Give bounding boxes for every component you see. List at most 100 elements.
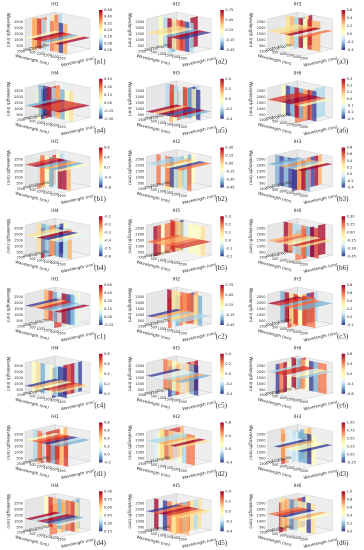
x-tick-label: 1000 — [37, 190, 45, 194]
colorbar-tick-label: 0.0 — [225, 447, 231, 451]
z-tick-label: 500 — [16, 319, 23, 323]
z-tick-label: 2500 — [14, 295, 23, 299]
z-tick-label: 1500 — [14, 32, 23, 36]
x-tick-label: 1000 — [279, 327, 287, 331]
z-tick-label: 2000 — [14, 95, 23, 99]
colorbar-tick-label: 0.4 — [225, 77, 231, 81]
heatmap-slice — [42, 515, 79, 524]
z-tick-label: 1500 — [257, 445, 266, 449]
y-tick-label: 1000 — [35, 251, 43, 255]
y-tick-label: 2500 — [138, 118, 146, 122]
heatmap-slice — [169, 508, 206, 518]
y-tick-label: 2500 — [259, 49, 267, 53]
colorbar-tick-label: 0.8 — [347, 497, 353, 501]
y-tick-label: 1500 — [150, 184, 158, 188]
y-tick-label: 2500 — [138, 256, 146, 260]
z-tick-label: 500 — [138, 182, 145, 186]
y-tick-label: 2500 — [259, 256, 267, 260]
heatmap-slice — [48, 35, 85, 44]
colorbar-tick-label: 0.8 — [104, 352, 110, 356]
heatmap-slice — [189, 22, 194, 54]
colorbar-tick-label: -0.8 — [347, 392, 355, 396]
heatmap-slice — [169, 438, 206, 447]
heatmap-slice — [154, 498, 159, 530]
colorbar-tick-label: 0.00 — [104, 101, 113, 105]
x-tick-label: 1500 — [286, 54, 294, 58]
colorbar — [220, 422, 224, 463]
panel: 5005005001000100010001500150015002000200… — [249, 414, 356, 480]
z-axis-label: Wavelength (nm) — [249, 219, 254, 254]
panel-title: IH1 — [51, 277, 59, 283]
colorbar-tick-label: -0.2 — [347, 40, 354, 44]
y-tick-label: 2500 — [17, 324, 25, 328]
heatmap-slice — [152, 435, 188, 444]
z-axis-label: Wavelength (nm) — [127, 356, 132, 391]
z-tick-label: 500 — [259, 319, 266, 323]
x-tick-label: 2000 — [293, 261, 301, 265]
panel: 5005005001000100010001500150015002000200… — [127, 70, 233, 136]
z-axis-label: Wavelength (nm) — [249, 288, 254, 323]
colorbar-tick-label: 0.2 — [347, 166, 353, 170]
colorbar-tick-label: 0.4 — [347, 299, 353, 303]
heatmap-slice — [152, 157, 188, 166]
panel-title: IH5 — [173, 70, 181, 76]
x-tick-label: 2500 — [300, 263, 308, 267]
colorbar-tick-label: 0.0 — [347, 32, 353, 36]
heatmap-slice — [146, 104, 183, 113]
y-tick-label: 1000 — [156, 458, 164, 462]
y-tick-label: 2000 — [265, 185, 273, 189]
heatmap-slice — [156, 154, 161, 186]
x-tick-label: 500 — [272, 257, 278, 261]
z-tick-label: 2000 — [257, 507, 266, 511]
colorbar-tick-label: -0.15 — [225, 313, 234, 317]
x-tick-label: 2500 — [179, 331, 187, 335]
z-tick-label: 1000 — [257, 519, 266, 523]
y-tick-label: 1000 — [277, 45, 285, 49]
colorbar-tick-label: 0.75 — [225, 283, 233, 287]
colorbar-tick-label: -0.30 — [225, 178, 235, 182]
z-tick-label: 2500 — [257, 20, 266, 24]
panel-title: IH4 — [51, 70, 59, 76]
colorbar-tick-label: 0.2 — [347, 521, 353, 525]
heatmap-slice — [193, 364, 199, 396]
heatmap-slice — [25, 511, 61, 520]
heatmap-slice — [169, 373, 206, 382]
z-tick-label: 500 — [138, 525, 145, 529]
heatmap-slice — [296, 239, 333, 248]
heatmap-slice — [48, 516, 85, 525]
z-axis-label: Wavelength (nm) — [249, 13, 254, 48]
panel-title: IH5 — [173, 483, 181, 489]
x-tick-label: 1000 — [37, 327, 45, 331]
z-tick-label: 2000 — [14, 439, 23, 443]
colorbar-tick-label: 0.4 — [104, 437, 110, 441]
heatmap-slice — [313, 361, 318, 393]
colorbar-tick-label: 0.0 — [225, 238, 231, 242]
z-tick-label: 2500 — [14, 20, 23, 24]
y-tick-label: 500 — [164, 525, 170, 529]
colorbar-tick-label: 0.6 — [347, 291, 353, 295]
y-tick-label: 2500 — [138, 393, 146, 397]
heatmap-slice — [279, 94, 316, 104]
colorbar-tick-label: -0.3 — [104, 230, 111, 234]
x-tick-label: 2000 — [51, 124, 59, 128]
colorbar-tick-label: 0.15 — [225, 154, 233, 158]
panel-title: IH4 — [51, 345, 59, 351]
colorbar-tick-label: 0.0 — [104, 392, 110, 396]
heatmap-slice — [48, 437, 85, 446]
y-tick-label: 1500 — [150, 47, 158, 51]
z-axis-label: Wavelength (nm) — [249, 425, 254, 460]
x-tick-label: 1500 — [286, 122, 294, 126]
x-tick-label: 1000 — [158, 465, 166, 469]
heatmap-slice — [146, 308, 183, 318]
x-tick-label: 1500 — [286, 466, 294, 470]
panel-title: IH2 — [173, 277, 181, 283]
colorbar-tick-label: 0.2 — [225, 362, 231, 366]
x-tick-label: 2500 — [179, 538, 187, 542]
colorbar — [341, 10, 346, 50]
panel-title: IH4 — [51, 483, 59, 489]
y-tick-label: 2000 — [265, 117, 273, 121]
colorbar — [341, 147, 346, 188]
colorbar-tick-label: 0.75 — [104, 497, 112, 501]
z-tick-label: 2000 — [257, 301, 266, 305]
heatmap-slice — [36, 514, 73, 523]
